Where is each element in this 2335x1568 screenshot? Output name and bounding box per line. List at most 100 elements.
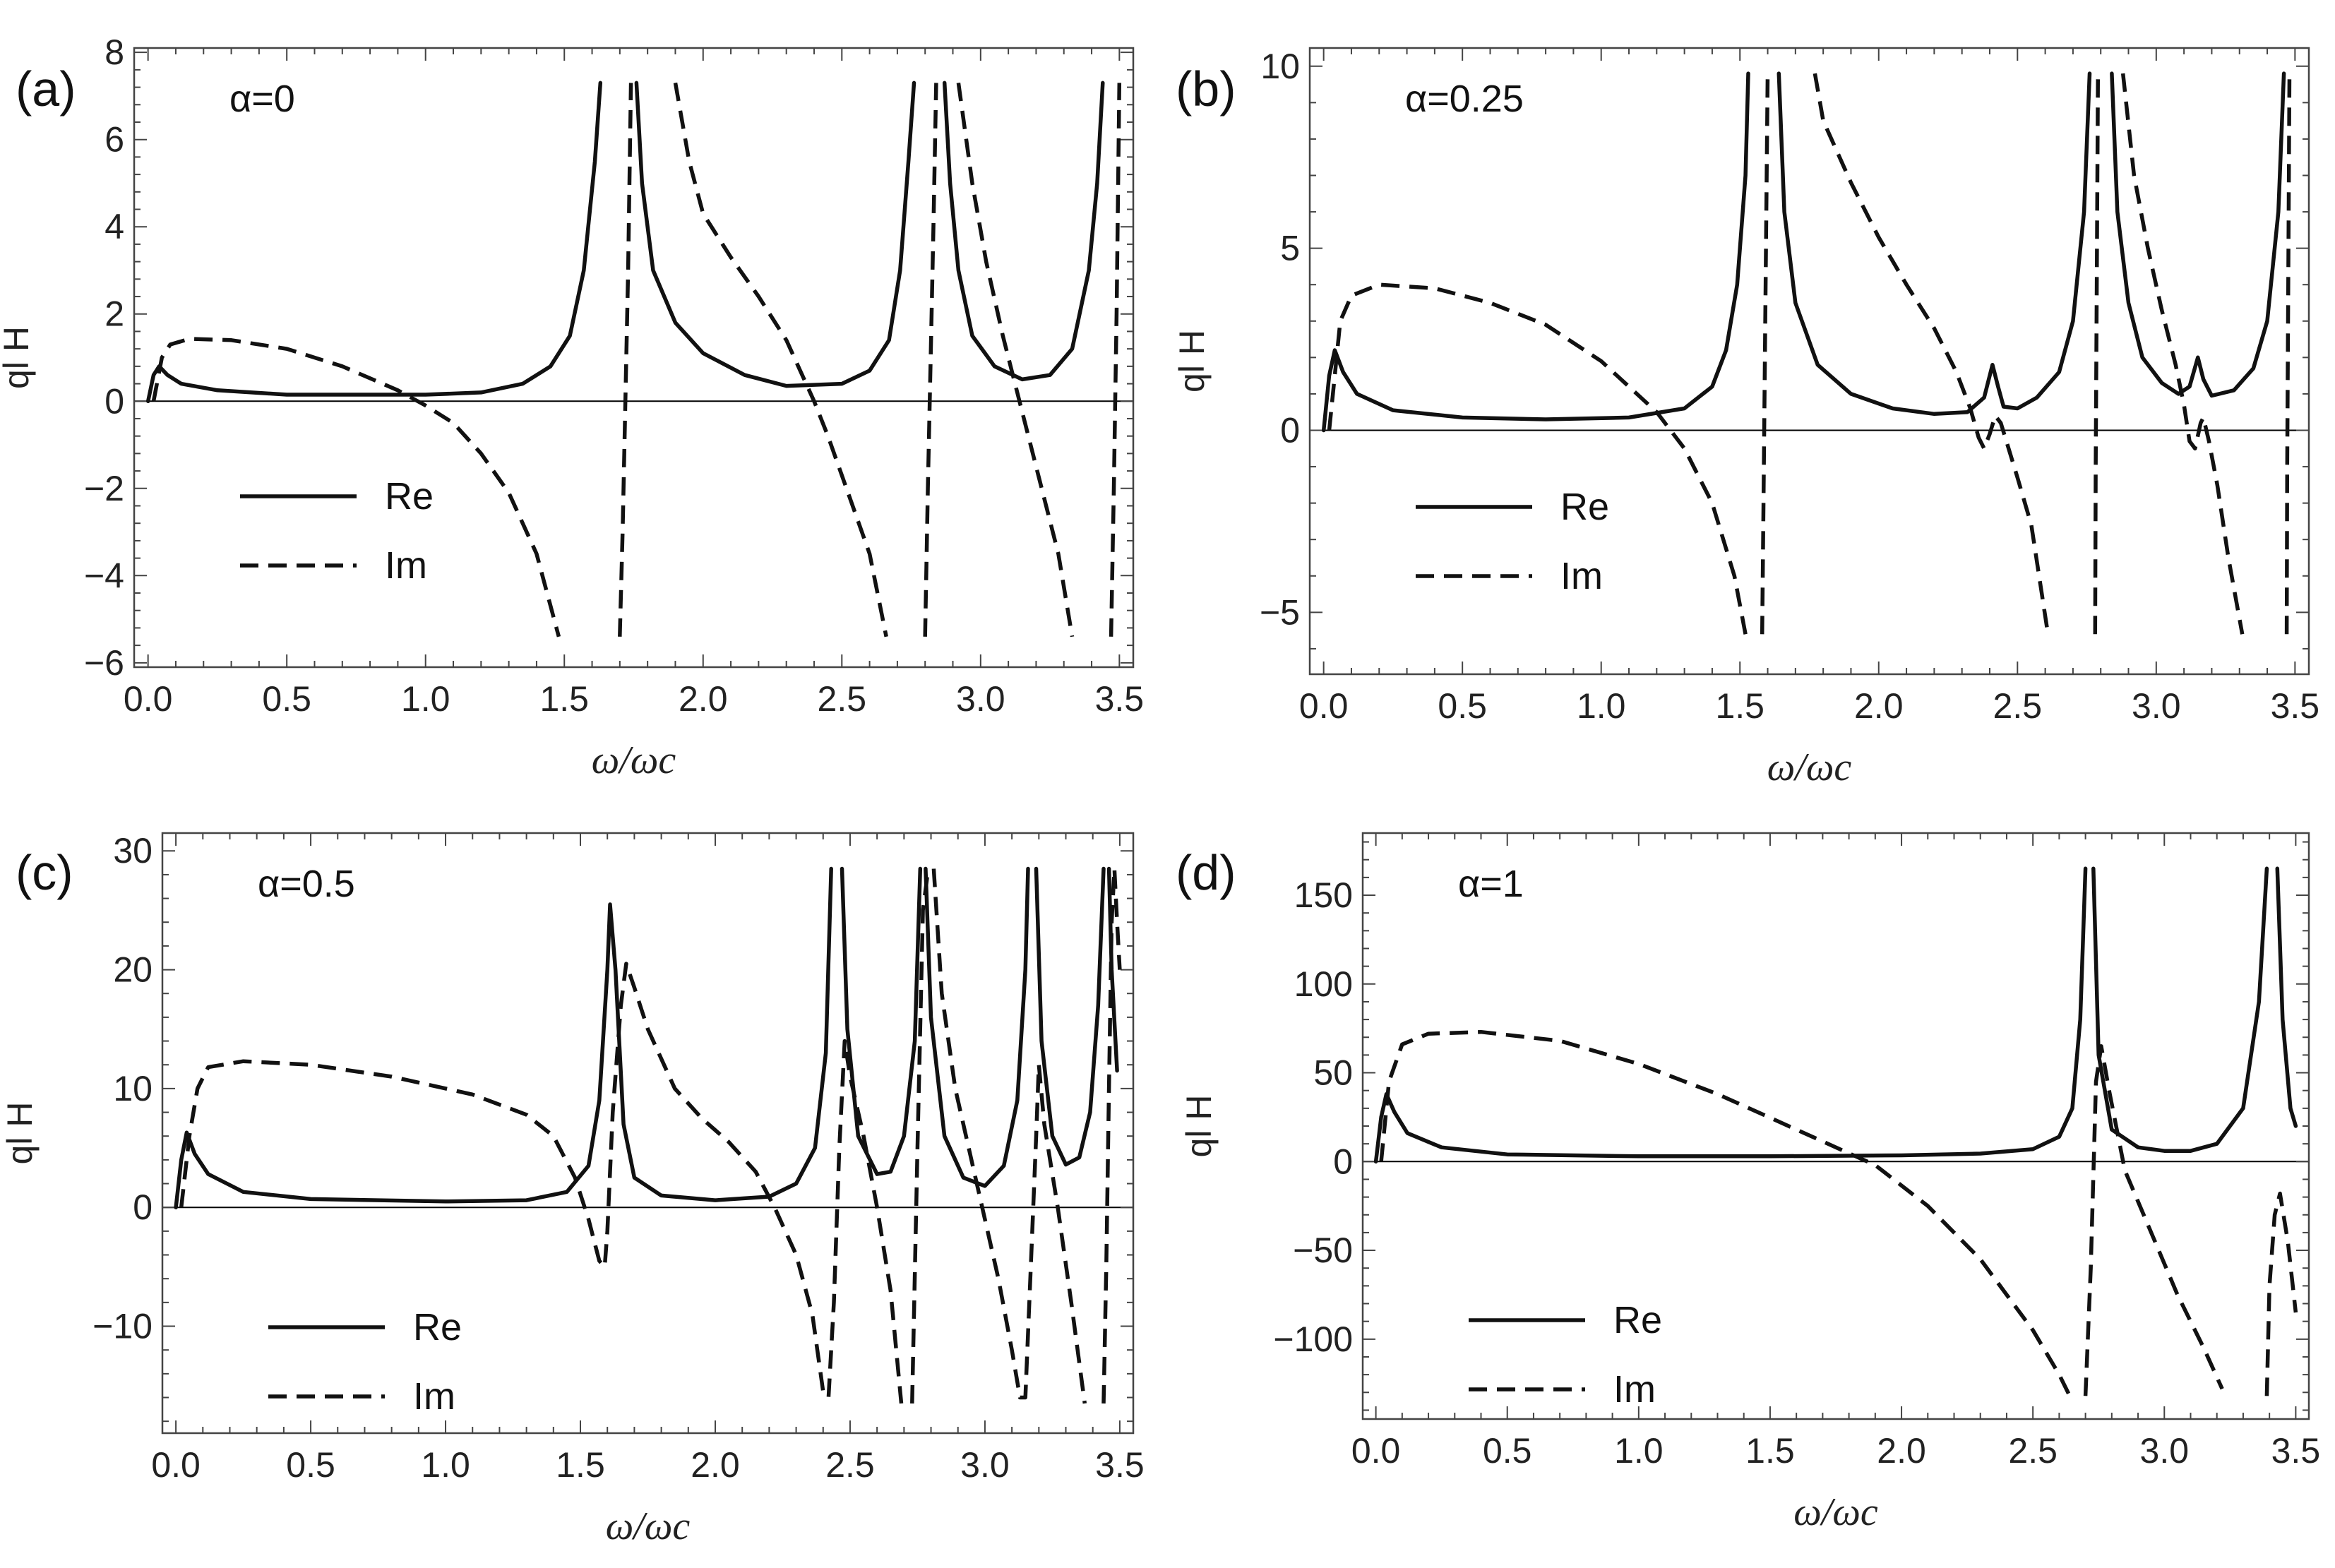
x-tick-label: 3.5 — [1095, 679, 1145, 719]
y-tick-label: 8 — [104, 32, 124, 72]
series-im-line — [2120, 73, 2245, 635]
series-im-line — [618, 83, 633, 637]
series-re-line — [145, 80, 603, 404]
plot-frame — [1308, 47, 2310, 676]
panel-c: 0.0 0.5 1.0 1.5 2.0 2.5 3.0 3.5 −10 0 10 20 30 ω/ωc ql… — [0, 831, 1145, 1548]
legend-im-label: Im — [1613, 1368, 1656, 1411]
legend-re-label: Re — [413, 1306, 462, 1348]
series-re-line — [174, 866, 833, 1209]
x-tick-label: 1.5 — [539, 679, 589, 719]
x-tick-label: 1.0 — [1614, 1431, 1664, 1471]
x-tick-label: 2.0 — [691, 1445, 740, 1485]
series-group — [1321, 71, 2292, 635]
series-im-line — [1760, 73, 1770, 635]
series-im-line — [151, 337, 561, 638]
x-tick-label: 1.0 — [401, 679, 450, 719]
legend-im-label: Im — [413, 1375, 455, 1418]
y-tick-label: −5 — [1260, 592, 1300, 632]
y-tick-label: 0 — [133, 1187, 153, 1227]
series-im-line — [2093, 73, 2101, 635]
series-im-line — [2264, 1191, 2298, 1396]
series-re-line — [840, 866, 923, 1176]
x-tick-label: 2.0 — [1854, 686, 1904, 726]
alpha-label: α=0.5 — [258, 863, 355, 905]
x-tick-label: 2.0 — [1877, 1431, 1926, 1471]
x-tick-label: 1.0 — [1577, 686, 1626, 726]
y-tick-label: −100 — [1273, 1319, 1353, 1359]
series-im-line — [1109, 83, 1122, 637]
y-axis-title: ql H — [1179, 1095, 1219, 1158]
series-group — [1373, 866, 2298, 1397]
y-tick-label: −10 — [92, 1307, 153, 1346]
x-tick-label: 3.0 — [2132, 686, 2181, 726]
series-re-line — [2110, 71, 2286, 398]
y-tick-label: 20 — [113, 950, 153, 990]
alpha-label: α=0 — [229, 78, 295, 120]
series-group — [174, 866, 1122, 1404]
series-re-line — [1776, 71, 2092, 417]
x-tick-label: 0.0 — [151, 1445, 201, 1485]
y-tick-label: 150 — [1294, 875, 1353, 915]
y-tick-label: 5 — [1280, 229, 1300, 268]
series-im-line — [673, 82, 888, 638]
panel-d: 0.0 0.5 1.0 1.5 2.0 2.5 3.0 3.5 −100 −50 0 50 100 150… — [1176, 832, 2321, 1534]
series-re-line — [942, 80, 1105, 382]
series-im-line — [2083, 1044, 2224, 1396]
y-tick-label: −6 — [84, 643, 124, 683]
x-tick-label: 3.5 — [2271, 1431, 2321, 1471]
x-tick-label: 0.5 — [286, 1445, 335, 1485]
x-tick-label: 0.5 — [1438, 686, 1487, 726]
x-axis-title: ω/ωc — [1767, 746, 1852, 789]
series-im-line — [1101, 866, 1122, 1404]
series-re-line — [1321, 71, 1750, 433]
panel-b: 0.0 0.5 1.0 1.5 2.0 2.5 3.0 3.5 −5 0 5 10 ω/ωc ql H (b… — [1172, 47, 2319, 789]
y-tick-label: 10 — [1260, 47, 1300, 86]
series-im-line — [1379, 1029, 2072, 1397]
x-tick-label: 0.0 — [1299, 686, 1349, 726]
y-tick-label: −50 — [1293, 1231, 1353, 1270]
plot-frame — [133, 47, 1135, 669]
x-tick-label: 2.5 — [1993, 686, 2043, 726]
y-tick-label: 6 — [104, 120, 124, 160]
x-tick-label: 3.0 — [960, 1445, 1010, 1485]
x-tick-label: 3.5 — [1095, 1445, 1145, 1485]
series-re-line — [1373, 866, 2088, 1164]
plot-frame — [1361, 832, 2310, 1420]
series-im-line — [956, 83, 1075, 638]
legend-re-label: Re — [1560, 486, 1609, 528]
y-tick-label: 2 — [104, 294, 124, 334]
panel-label: (b) — [1176, 61, 1236, 116]
series-re-line — [1034, 866, 1106, 1167]
legend-re-label: Re — [1613, 1299, 1662, 1341]
legend-im-label: Im — [1560, 555, 1603, 597]
y-tick-label: −2 — [84, 469, 124, 508]
x-tick-label: 1.5 — [1715, 686, 1764, 726]
x-tick-label: 2.5 — [2008, 1431, 2058, 1471]
x-axis-title: ω/ωc — [606, 1504, 691, 1548]
y-tick-label: 10 — [113, 1069, 153, 1108]
x-tick-label: 0.5 — [1483, 1431, 1532, 1471]
legend-im-label: Im — [385, 544, 427, 587]
x-tick-label: 2.5 — [818, 679, 867, 719]
series-im-line — [923, 83, 938, 637]
x-tick-label: 0.0 — [1351, 1431, 1401, 1471]
y-axis-title: ql H — [1172, 330, 1212, 393]
x-tick-label: 0.0 — [124, 679, 173, 719]
x-tick-label: 3.5 — [2271, 686, 2320, 726]
x-tick-label: 1.5 — [1745, 1431, 1795, 1471]
panel-a: 0.0 0.5 1.0 1.5 2.0 2.5 3.0 3.5 −6 −4 −2 0 2 4 6 8 ω/ωc q… — [0, 32, 1144, 782]
y-tick-label: 50 — [1313, 1053, 1353, 1093]
y-tick-label: 100 — [1294, 964, 1353, 1004]
y-tick-label: 0 — [1280, 410, 1300, 450]
series-im-line — [2284, 73, 2292, 635]
y-tick-label: 0 — [1333, 1142, 1353, 1181]
series-re-line — [2091, 866, 2269, 1153]
plot-frame — [161, 832, 1135, 1435]
y-tick-label: 30 — [113, 831, 153, 870]
panel-label: (a) — [16, 61, 76, 116]
y-axis-title: ql H — [0, 1102, 40, 1165]
alpha-label: α=1 — [1458, 863, 1524, 905]
legend-re-label: Re — [385, 475, 434, 517]
y-tick-label: 4 — [104, 207, 124, 246]
series-group — [145, 80, 1122, 638]
